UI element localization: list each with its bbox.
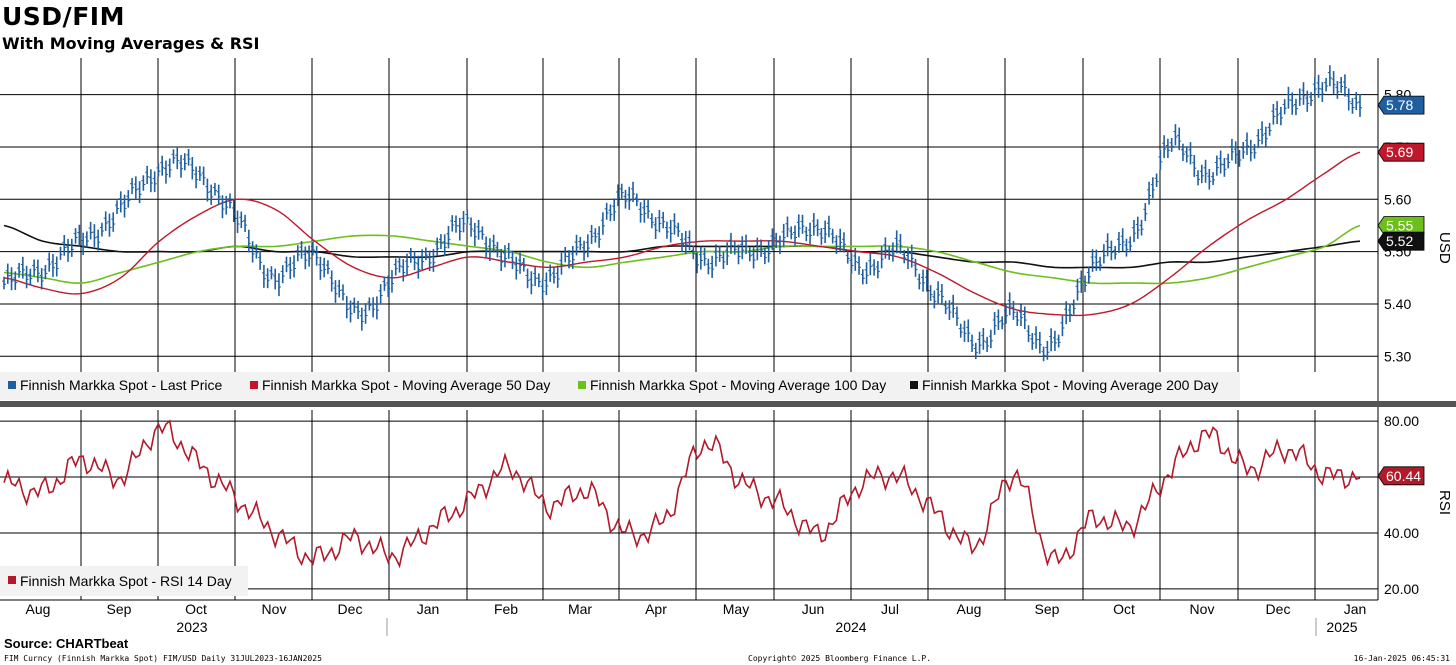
x-month-label: Aug <box>957 601 982 617</box>
timestamp-footnote: 16-Jan-2025 06:45:31 <box>1353 654 1450 663</box>
legend-label: Finnish Markka Spot - Moving Average 100… <box>590 377 886 393</box>
x-month-label: Oct <box>1113 601 1135 617</box>
last-price-tag-text: 5.78 <box>1386 97 1413 113</box>
price-ylabel: USD <box>1436 232 1453 264</box>
x-year-label: 2024 <box>835 619 866 635</box>
x-month-label: Dec <box>338 601 363 617</box>
legend-swatch <box>910 381 918 389</box>
last-price-tag-shape <box>1377 95 1425 115</box>
price-ytick-label: 5.40 <box>1384 296 1411 312</box>
x-month-label: Jan <box>1344 601 1367 617</box>
x-month-label: Nov <box>1190 601 1215 617</box>
chart-title: USD/FIM <box>2 2 125 31</box>
source-note: Source: CHARTbeat <box>4 636 129 651</box>
legend-swatch <box>8 381 16 389</box>
rsi-ytick-label: 40.00 <box>1384 525 1419 541</box>
rsi-tag: 60.44 <box>1377 466 1425 486</box>
legend-label: Finnish Markka Spot - Last Price <box>20 377 223 393</box>
x-month-label: Aug <box>26 601 51 617</box>
price-bars <box>2 65 1362 362</box>
last-price-tag: 5.78 <box>1377 95 1425 115</box>
legend-label: Finnish Markka Spot - Moving Average 50 … <box>262 377 550 393</box>
ma100-line <box>3 224 1361 285</box>
rsi-tag-shape <box>1377 466 1425 486</box>
x-month-label: Sep <box>107 601 132 617</box>
price-legend-box <box>0 372 1240 400</box>
ma200-tag-shape <box>1377 231 1425 251</box>
x-month-label: Feb <box>494 601 518 617</box>
x-month-label: Dec <box>1266 601 1291 617</box>
x-month-label: Apr <box>645 601 667 617</box>
ma50-tag-text: 5.69 <box>1386 144 1413 160</box>
rsi-legend-swatch <box>8 576 16 584</box>
ma100-tag-text: 5.55 <box>1386 217 1413 233</box>
legend-label: Finnish Markka Spot - Moving Average 200… <box>922 377 1218 393</box>
rsi-ytick-label: 80.00 <box>1384 413 1419 429</box>
panel-divider <box>0 401 1456 407</box>
price-ytick-label: 5.60 <box>1384 191 1411 207</box>
x-month-label: Jul <box>881 601 899 617</box>
chart-subtitle: With Moving Averages & RSI <box>2 34 260 53</box>
rsi-legend-box <box>0 566 248 596</box>
x-month-label: Nov <box>262 601 287 617</box>
rsi-ylabel: RSI <box>1436 490 1453 515</box>
x-month-label: Mar <box>568 601 592 617</box>
copyright-footnote: Copyright© 2025 Bloomberg Finance L.P. <box>748 654 932 663</box>
legend-swatch <box>250 381 258 389</box>
rsi-tag-text: 60.44 <box>1386 468 1421 484</box>
x-month-label: Jan <box>417 601 440 617</box>
security-footnote: FIM Curncy (Finnish Markka Spot) FIM/USD… <box>4 654 322 663</box>
x-month-label: Oct <box>185 601 207 617</box>
x-month-label: May <box>723 601 749 617</box>
legend-swatch <box>578 381 586 389</box>
x-year-label: 2025 <box>1326 619 1357 635</box>
rsi-ytick-label: 20.00 <box>1384 581 1419 597</box>
rsi-line <box>3 419 1361 569</box>
ma200-tag: 5.52 <box>1377 231 1425 251</box>
x-year-label: 2023 <box>176 619 207 635</box>
rsi-legend-label: Finnish Markka Spot - RSI 14 Day <box>20 573 232 589</box>
ma50-tag-shape <box>1377 142 1425 162</box>
x-month-label: Sep <box>1035 601 1060 617</box>
x-month-label: Jun <box>802 601 825 617</box>
ma200-tag-text: 5.52 <box>1386 233 1413 249</box>
ma50-tag: 5.69 <box>1377 142 1425 162</box>
price-ytick-label: 5.30 <box>1384 348 1411 364</box>
ma100-tag: 5.55 <box>1377 216 1425 235</box>
